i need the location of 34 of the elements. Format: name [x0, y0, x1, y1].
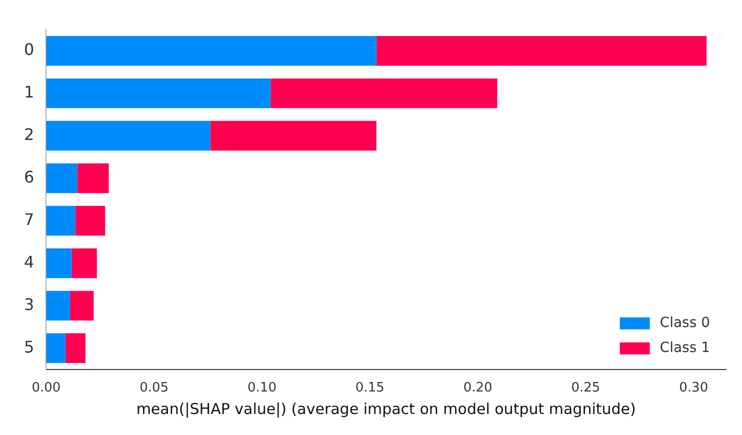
x-tick-label: 0.25: [571, 380, 600, 396]
y-tick-label: 2: [24, 124, 34, 144]
bar: [270, 78, 498, 108]
bar: [46, 163, 78, 194]
y-tick-label: 7: [24, 210, 34, 229]
bar: [72, 248, 97, 278]
y-tick-label: 5: [24, 337, 34, 356]
x-tick-label: 0.05: [140, 380, 169, 396]
x-tick-label: 0.00: [32, 380, 61, 396]
bar: [70, 290, 94, 321]
y-tick-label: 1: [24, 82, 34, 102]
bar: [46, 120, 210, 151]
bar: [376, 36, 707, 66]
bar: [65, 333, 86, 364]
bar: [46, 290, 70, 321]
x-tick-label: 0.20: [463, 380, 492, 396]
x-tick-label: 0.10: [248, 380, 276, 396]
bar: [46, 36, 376, 66]
x-tick-label: 0.30: [679, 380, 708, 396]
x-tick-label: 0.15: [355, 380, 384, 396]
y-tick-label: 6: [24, 167, 34, 186]
x-axis-title: mean(|SHAP value|) (average impact on model output magnitude): [136, 400, 636, 418]
bar: [46, 248, 72, 278]
bar: [77, 163, 109, 194]
legend-label: Class 1: [660, 340, 710, 356]
y-tick-label: 3: [24, 294, 34, 314]
y-tick-label: 4: [24, 252, 34, 272]
bar: [46, 78, 271, 108]
y-tick-label: 0: [24, 40, 34, 59]
bar: [75, 206, 106, 236]
legend-label: Class 0: [660, 315, 710, 332]
bar: [46, 206, 76, 236]
bar: [46, 333, 66, 364]
bar: [210, 120, 376, 151]
